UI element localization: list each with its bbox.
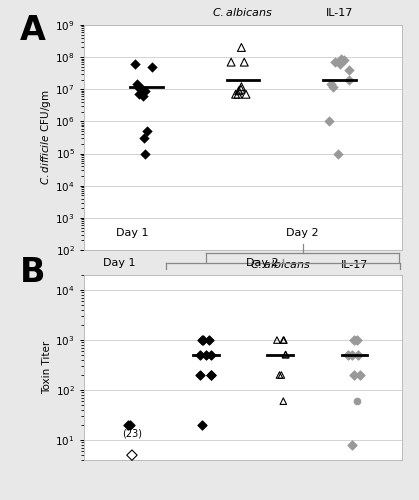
Point xyxy=(243,90,249,98)
Point xyxy=(345,351,352,359)
Point xyxy=(197,351,204,359)
Point xyxy=(235,87,242,95)
Point xyxy=(139,86,145,94)
Point xyxy=(238,44,245,52)
Point xyxy=(208,371,215,379)
Text: $\it{C. albicans}$: $\it{C. albicans}$ xyxy=(249,258,310,270)
Point xyxy=(349,441,355,449)
Point xyxy=(280,336,287,344)
Point xyxy=(351,371,357,379)
Text: Day 2: Day 2 xyxy=(286,228,319,238)
Text: $\it{C. albicans}$: $\it{C. albicans}$ xyxy=(212,6,274,18)
Point xyxy=(278,371,285,379)
Point xyxy=(345,66,352,74)
Text: (23): (23) xyxy=(122,428,142,438)
Point xyxy=(353,397,360,405)
Point xyxy=(345,76,352,84)
Text: IL-17: IL-17 xyxy=(340,260,368,270)
Point xyxy=(198,421,205,429)
Point xyxy=(228,58,235,66)
Point xyxy=(282,350,289,358)
Point xyxy=(276,371,283,379)
Point xyxy=(140,92,146,100)
Point xyxy=(136,90,142,98)
Point xyxy=(148,63,155,71)
Point xyxy=(207,351,214,359)
Text: Day 1: Day 1 xyxy=(103,258,136,268)
Point xyxy=(238,82,245,90)
Point xyxy=(356,371,363,379)
Text: A: A xyxy=(20,14,46,47)
Point xyxy=(141,134,147,142)
Point xyxy=(125,421,132,429)
Text: IL-17: IL-17 xyxy=(326,8,353,18)
Point xyxy=(207,371,214,379)
Point xyxy=(134,80,140,88)
Point xyxy=(326,118,333,126)
Point xyxy=(349,351,355,359)
Point xyxy=(141,150,148,158)
Point xyxy=(355,351,362,359)
Point xyxy=(336,60,343,68)
Point xyxy=(335,150,341,158)
Point xyxy=(281,336,287,344)
Point xyxy=(129,451,135,459)
Point xyxy=(331,58,338,66)
Point xyxy=(197,371,204,379)
Point xyxy=(337,54,344,62)
Point xyxy=(232,90,239,98)
Point xyxy=(144,127,151,135)
Y-axis label: $\it{C. difficile}$ CFU/gm: $\it{C. difficile}$ CFU/gm xyxy=(39,90,52,186)
Point xyxy=(282,350,289,358)
Point xyxy=(354,336,361,344)
Point xyxy=(341,56,348,64)
Point xyxy=(200,336,207,344)
Point xyxy=(241,58,248,66)
Point xyxy=(328,80,334,88)
Point xyxy=(274,336,280,344)
Point xyxy=(351,336,358,344)
Point xyxy=(238,86,244,94)
Point xyxy=(126,421,133,429)
Text: Day 2: Day 2 xyxy=(246,258,278,268)
Point xyxy=(235,90,241,98)
Point xyxy=(141,87,148,95)
Point xyxy=(205,336,212,344)
Y-axis label: Toxin Titer: Toxin Titer xyxy=(42,341,52,394)
Text: Day 1: Day 1 xyxy=(116,228,148,238)
Point xyxy=(329,82,336,90)
Point xyxy=(135,82,142,90)
Point xyxy=(199,336,205,344)
Text: B: B xyxy=(20,256,46,290)
Point xyxy=(280,397,287,405)
Point xyxy=(203,351,210,359)
Point xyxy=(132,60,138,68)
